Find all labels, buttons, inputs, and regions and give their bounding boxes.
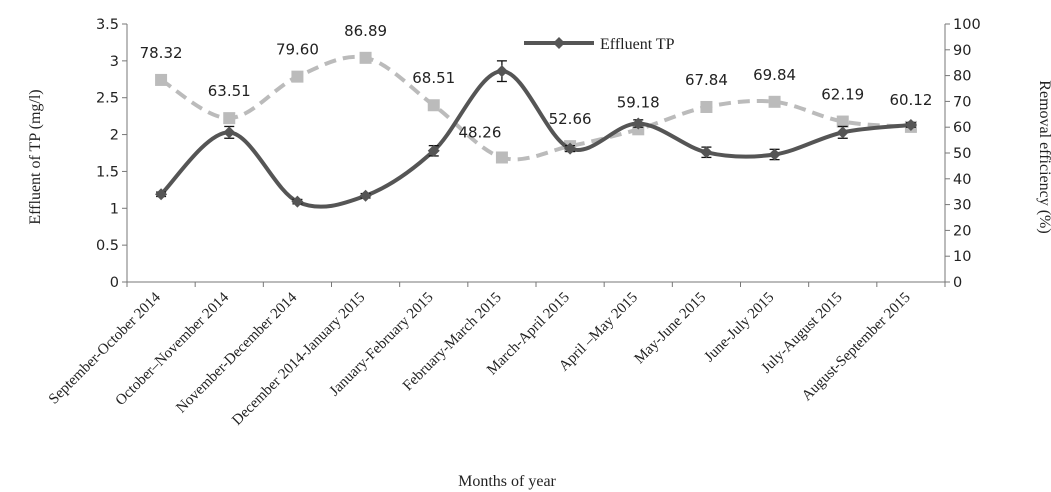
y-left-tick-label: 3 xyxy=(110,54,119,70)
x-category-label: October–November 2014 xyxy=(113,289,233,409)
y-left-tick-label: 1 xyxy=(110,201,119,217)
y-left-tick-label: 2 xyxy=(110,128,119,144)
y-right-tick-label: 90 xyxy=(953,43,971,59)
x-category-label: December 2014-January 2015 xyxy=(229,290,368,429)
y-right-tick-label: 50 xyxy=(953,146,971,162)
removal-efficiency-data-label: 59.18 xyxy=(617,93,660,111)
removal-efficiency-data-label: 86.89 xyxy=(344,22,387,40)
removal-efficiency-marker xyxy=(427,99,440,112)
removal-efficiency-data-label: 62.19 xyxy=(821,86,864,104)
x-category-label: November-December 2014 xyxy=(173,289,300,416)
y-right-tick-label: 30 xyxy=(953,198,971,214)
removal-efficiency-data-label: 52.66 xyxy=(549,110,592,128)
removal-efficiency-marker xyxy=(495,151,508,164)
effluent-tp-marker xyxy=(768,148,781,161)
y-axis-left-title: Effluent of TP (mg/l) xyxy=(27,89,44,224)
y-right-tick-label: 60 xyxy=(953,120,971,136)
effluent-tp-marker xyxy=(291,195,304,208)
removal-efficiency-data-label: 78.32 xyxy=(140,44,183,62)
data-labels: 78.32 63.51 79.60 86.89 68.51 48.26 52.66 59.18… xyxy=(140,22,933,142)
legend: Effluent TP xyxy=(524,32,732,54)
legend-background xyxy=(592,32,732,54)
removal-efficiency-marker xyxy=(291,70,304,83)
y-left-tick-label: 0.5 xyxy=(96,238,119,254)
legend-label-effluent-tp: Effluent TP xyxy=(600,36,675,53)
effluent-tp-marker xyxy=(155,188,168,201)
effluent-tp-marker xyxy=(427,144,440,157)
removal-efficiency-data-label: 68.51 xyxy=(412,69,455,87)
y-right-tick-label: 80 xyxy=(953,69,971,85)
removal-efficiency-data-label: 69.84 xyxy=(753,66,796,84)
legend-marker-effluent-tp xyxy=(553,37,565,49)
effluent-tp-marker xyxy=(904,118,917,131)
effluent-tp-marker xyxy=(359,189,372,202)
y-right-tick-label: 20 xyxy=(953,223,971,239)
effluent-tp-marker xyxy=(564,142,577,155)
y-right-tick-label: 70 xyxy=(953,94,971,110)
x-axis-title: Months of year xyxy=(458,473,556,490)
removal-efficiency-series xyxy=(155,51,917,164)
effluent-tp-marker xyxy=(700,146,713,159)
effluent-tp-marker xyxy=(836,126,849,139)
removal-efficiency-marker xyxy=(155,73,168,86)
removal-efficiency-line xyxy=(160,54,912,162)
effluent-tp-marker xyxy=(495,65,508,78)
removal-efficiency-marker xyxy=(223,112,236,125)
x-category-label: June-July 2015 xyxy=(702,290,778,366)
x-category-label: September-October 2014 xyxy=(46,289,164,407)
y-right-tick-label: 0 xyxy=(953,275,962,291)
effluent-tp-series xyxy=(155,60,917,209)
removal-efficiency-marker xyxy=(700,100,713,113)
removal-efficiency-marker xyxy=(836,115,849,128)
y-left-tick-label: 1.5 xyxy=(96,164,119,180)
removal-efficiency-data-label: 48.26 xyxy=(458,123,501,141)
removal-efficiency-data-label: 60.12 xyxy=(889,91,932,109)
removal-efficiency-data-label: 63.51 xyxy=(208,82,251,100)
removal-efficiency-data-label: 67.84 xyxy=(685,71,728,89)
effluent-tp-line xyxy=(159,69,912,209)
y-left-tick-label: 0 xyxy=(110,275,119,291)
effluent-tp-marker xyxy=(223,126,236,139)
y-right-tick-label: 40 xyxy=(953,172,971,188)
y-right-tick-label: 10 xyxy=(953,249,971,265)
y-left-tick-label: 2.5 xyxy=(96,91,119,107)
y-left-tick-label: 3.5 xyxy=(96,17,119,33)
effluent-tp-marker xyxy=(632,117,645,130)
y-axis-right-title: Removal efficiency (%) xyxy=(1036,80,1051,233)
x-category-label: May-June 2015 xyxy=(632,290,710,368)
removal-efficiency-marker xyxy=(768,95,781,108)
y-right-tick-label: 100 xyxy=(953,17,981,33)
removal-efficiency-data-label: 79.60 xyxy=(276,41,319,59)
removal-efficiency-marker xyxy=(359,51,372,64)
